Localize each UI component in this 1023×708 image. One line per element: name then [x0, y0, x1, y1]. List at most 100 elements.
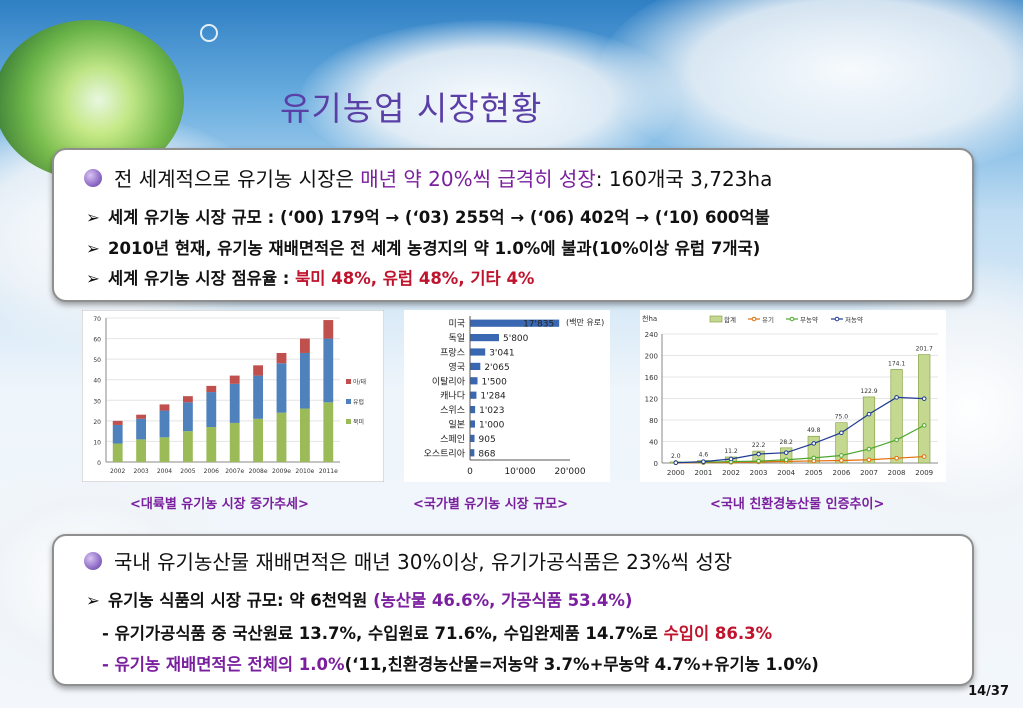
series-point [756, 451, 761, 457]
y-tick-label: 70 [93, 316, 101, 323]
bottom-line-2-highlight: 수입이 86.3% [663, 624, 773, 643]
bar-segment [299, 408, 310, 462]
x-tick-label: 2000 [667, 469, 685, 477]
x-tick-label: 2007 [860, 469, 878, 477]
bar-segment [159, 404, 170, 411]
top-heading: 전 세계적으로 유기농 시장은 매년 약 20%씩 급격히 성장: 160개국 … [114, 163, 772, 192]
bar-segment [323, 402, 334, 462]
bar-segment [323, 338, 334, 403]
data-label: 174.1 [888, 360, 905, 367]
bullet-dot-icon [84, 552, 102, 570]
legend-label: 저농약 [845, 315, 863, 324]
data-label: 11.2 [724, 448, 738, 455]
category-label: 캐나다 [440, 391, 466, 402]
x-tick-label: 2006 [204, 468, 219, 475]
value-label: 5'800 [503, 334, 529, 344]
legend-swatch [709, 315, 723, 323]
top-bullet-3: ➢ 세계 유기농 시장 점유율 : 북미 48%, 유럽 48%, 기타 4% [86, 265, 534, 289]
y-tick-label: 240 [645, 331, 658, 339]
arrow-bullet-icon: ➢ [86, 208, 100, 227]
category-label: 영국 [448, 362, 465, 373]
bar-segment [136, 439, 147, 462]
unit-label: (백만 유로) [566, 317, 604, 327]
bubble-icon [200, 24, 218, 42]
bottom-line-3-post: (‘11,친환경농산물=저농약 3.7%+무농약 4.7%+유기농 1.0%) [344, 655, 819, 674]
bar [470, 406, 476, 414]
bar-segment [206, 427, 217, 462]
category-label: 프랑스 [440, 347, 465, 359]
domestic-certification-chart: 0 40 80 120 160 200 240 천ha 2.0 2000 4.6 2001 11.2 20… [640, 310, 946, 482]
bottom-line-3-highlight: 유기농 재배면적은 전체의 1.0% [114, 655, 345, 674]
bar [470, 420, 475, 428]
data-label: 49.8 [807, 427, 821, 434]
series-line [675, 424, 925, 464]
x-tick-label: 10'000 [504, 467, 535, 477]
bar [890, 369, 903, 464]
chart-caption-domestic: <국내 친환경농산물 인증추이> [710, 497, 885, 512]
bar-segment [253, 365, 264, 376]
data-label: 4.6 [699, 452, 709, 459]
x-tick-label: 2005 [805, 469, 823, 477]
x-tick-label: 2009e [272, 468, 291, 475]
bar-segment [159, 410, 170, 438]
series-point [839, 458, 844, 463]
series-point [839, 430, 844, 436]
series-point [839, 453, 844, 458]
bar-segment [276, 412, 287, 462]
y-tick-label: 0 [97, 460, 101, 467]
top-info-panel [52, 148, 974, 302]
series-point [894, 395, 899, 400]
value-label: 1'500 [482, 377, 508, 387]
bar-segment [112, 443, 123, 462]
series-point [756, 458, 761, 464]
value-label: 905 [479, 435, 496, 445]
x-tick-label: 2005 [180, 468, 195, 475]
x-tick-label: 0 [467, 467, 473, 477]
category-label: 일본 [448, 420, 465, 431]
series-point [701, 459, 706, 464]
series-point [866, 446, 872, 452]
legend-label: 무농약 [800, 315, 818, 324]
bar-segment [229, 383, 240, 423]
legend-label: 아/태 [353, 378, 366, 386]
unit-label: 천ha [642, 314, 657, 323]
y-tick-label: 50 [93, 357, 101, 364]
continent-growth-chart: 0 10 20 30 40 50 60 70 2002 2003 2004 2005 2006 2007e… [82, 310, 384, 482]
top-heading-pre: 전 세계적으로 유기농 시장은 [114, 167, 361, 191]
top-bullet-1-text: 세계 유기농 시장 규모 : (‘00) 179억 → (‘03) 255억 →… [108, 208, 770, 227]
data-label: 122.9 [860, 388, 877, 395]
top-bullet-2: ➢ 2010년 현재, 유기농 재배면적은 전 세계 농경지의 약 1.0%에 불… [86, 235, 760, 259]
y-tick-label: 200 [645, 353, 658, 361]
bar [470, 362, 481, 370]
legend-label: 합계 [724, 315, 736, 324]
x-tick-label: 2004 [777, 469, 795, 477]
category-label: 이탈리아 [432, 376, 466, 387]
arrow-bullet-icon: ➢ [86, 591, 100, 610]
bar-segment [253, 418, 264, 462]
bar-segment [136, 414, 147, 419]
series-point [783, 450, 789, 455]
series-point [866, 411, 872, 417]
legend-label: 유럽 [353, 398, 364, 406]
bar-segment [299, 338, 310, 353]
legend-swatch-marker [789, 316, 795, 322]
bar-segment [229, 375, 240, 384]
x-tick-label: 2008 [888, 469, 906, 477]
data-label: 201.7 [916, 346, 933, 353]
x-tick-label: 20'000 [554, 467, 585, 477]
y-tick-label: 40 [649, 439, 658, 447]
value-label: 2'065 [484, 363, 509, 373]
bar-segment [276, 352, 287, 364]
series-point [728, 456, 734, 462]
top-bullet-3-pre: 세계 유기농 시장 점유율 : [108, 269, 296, 288]
arrow-bullet-icon: ➢ [86, 269, 100, 288]
bottom-line-2: - 유기가공식품 중 국산원료 13.7%, 수입원료 71.6%, 수입완제품… [102, 620, 772, 644]
legend-swatch-marker [834, 316, 840, 322]
x-tick-label: 2003 [750, 469, 768, 477]
bottom-line-2-pre: - 유기가공식품 중 국산원료 13.7%, 수입원료 71.6%, 수입완제품… [102, 624, 664, 643]
bar-segment [182, 402, 193, 432]
category-label: 스위스 [440, 405, 465, 416]
data-label: 28.2 [780, 439, 794, 446]
x-tick-label: 2009 [915, 469, 933, 477]
